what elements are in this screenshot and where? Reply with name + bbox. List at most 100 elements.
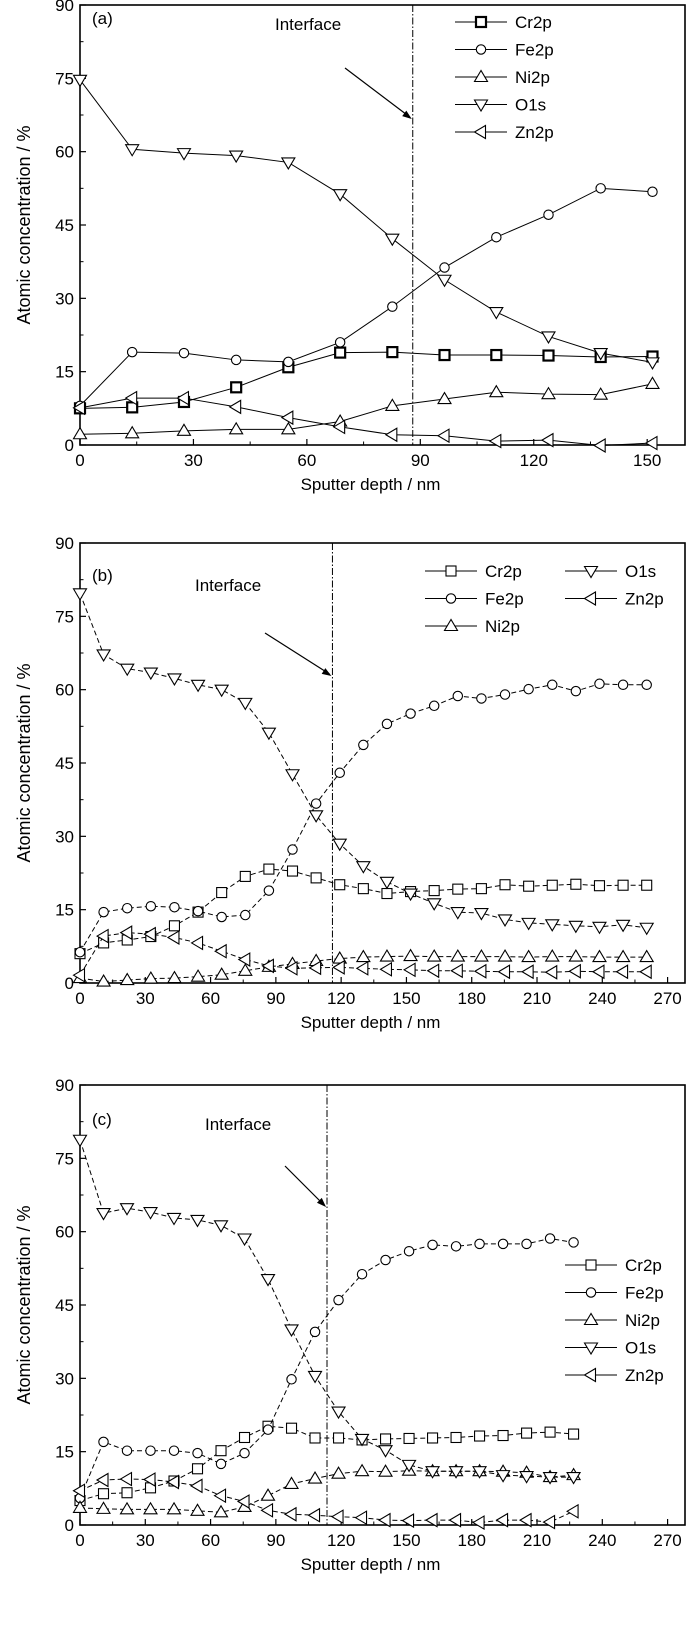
data-point-ni2p bbox=[237, 963, 253, 976]
data-point-o1s bbox=[332, 189, 348, 202]
data-point-cr2p bbox=[568, 1428, 580, 1440]
data-point-o1s bbox=[401, 1459, 417, 1473]
x-tick-label: 150 bbox=[633, 451, 661, 470]
data-point-zn2p bbox=[332, 419, 346, 435]
data-point-ni2p bbox=[331, 1466, 347, 1479]
data-point-ni2p bbox=[592, 949, 607, 963]
data-point-cr2p bbox=[499, 879, 511, 891]
data-point-zn2p bbox=[355, 960, 369, 976]
legend-item-ni2p: Ni2p bbox=[565, 1311, 660, 1330]
x-tick-label: 0 bbox=[75, 451, 84, 470]
data-point-zn2p bbox=[166, 930, 180, 945]
plot-frame bbox=[79, 542, 686, 984]
data-point-fe2p bbox=[499, 689, 511, 700]
x-tick-label: 30 bbox=[136, 989, 155, 1008]
series-ni2p bbox=[72, 376, 660, 440]
data-point-fe2p bbox=[169, 901, 180, 913]
data-point-o1s bbox=[450, 907, 466, 920]
data-point-cr2p bbox=[191, 1463, 204, 1475]
data-point-fe2p bbox=[452, 690, 464, 702]
legend-marker-icon bbox=[473, 124, 487, 140]
legend-item-cr2p: Cr2p bbox=[455, 13, 552, 32]
data-point-fe2p bbox=[497, 1238, 509, 1250]
data-point-o1s bbox=[96, 649, 112, 663]
data-point-zn2p bbox=[72, 1483, 86, 1499]
data-point-o1s bbox=[378, 1445, 394, 1458]
data-point-zn2p bbox=[521, 964, 534, 980]
legend-label: O1s bbox=[625, 1339, 656, 1358]
data-point-o1s bbox=[72, 588, 88, 601]
data-point-o1s bbox=[72, 74, 88, 88]
data-point-o1s bbox=[495, 1470, 511, 1483]
y-tick-label: 45 bbox=[55, 1296, 74, 1315]
chart-panel-a: 0 15 30 45 60 75 90 0 30 60 90 120 150 Sputter depth … bbox=[14, 0, 686, 494]
data-point-o1s bbox=[213, 1220, 229, 1233]
panel-label: (a) bbox=[92, 9, 113, 28]
data-point-zn2p bbox=[189, 1478, 203, 1494]
data-point-fe2p bbox=[121, 1445, 133, 1456]
data-point-ni2p bbox=[355, 949, 371, 963]
data-point-cr2p bbox=[450, 1431, 462, 1444]
data-point-o1s bbox=[166, 673, 182, 687]
data-point-ni2p bbox=[615, 949, 631, 963]
data-point-ni2p bbox=[593, 387, 609, 400]
series-zn2p bbox=[72, 390, 658, 453]
data-point-zn2p bbox=[119, 1471, 133, 1487]
data-point-cr2p bbox=[428, 885, 440, 897]
data-point-cr2p bbox=[641, 879, 653, 891]
legend-marker-icon bbox=[583, 591, 597, 606]
y-axis-title: Atomic concentration / % bbox=[14, 125, 34, 324]
x-tick-label: 180 bbox=[458, 989, 486, 1008]
legend-item-cr2p: Cr2p bbox=[425, 562, 522, 581]
series-line bbox=[79, 397, 653, 446]
legend-label: Zn2p bbox=[625, 1366, 664, 1385]
data-point-cr2p bbox=[332, 1432, 345, 1444]
x-axis-title: Sputter depth / nm bbox=[301, 1013, 441, 1032]
data-point-zn2p bbox=[471, 1515, 485, 1531]
data-point-o1s bbox=[190, 1214, 205, 1228]
data-point-zn2p bbox=[260, 1502, 274, 1518]
data-point-o1s bbox=[544, 919, 560, 932]
data-point-fe2p bbox=[641, 679, 652, 691]
data-point-o1s bbox=[143, 1207, 158, 1220]
x-tick-label: 60 bbox=[297, 451, 316, 470]
x-tick-label: 90 bbox=[411, 451, 430, 470]
data-point-zn2p bbox=[283, 1506, 297, 1522]
legend-marker-icon bbox=[585, 1259, 597, 1271]
data-point-zn2p bbox=[143, 926, 156, 942]
panel-label: (b) bbox=[92, 566, 113, 585]
data-point-zn2p bbox=[644, 435, 658, 451]
x-tick-label: 60 bbox=[201, 989, 220, 1008]
series-line bbox=[79, 1139, 574, 1478]
data-point-ni2p bbox=[521, 949, 537, 963]
data-point-o1s bbox=[497, 914, 513, 928]
x-tick-label: 90 bbox=[266, 989, 285, 1008]
data-point-cr2p bbox=[474, 1430, 486, 1442]
data-point-ni2p bbox=[190, 1503, 205, 1516]
legend-item-zn2p: Zn2p bbox=[565, 590, 664, 609]
data-point-zn2p bbox=[568, 963, 581, 979]
data-point-ni2p bbox=[645, 376, 660, 389]
x-tick-label: 30 bbox=[184, 451, 203, 470]
y-axis-title: Atomic concentration / % bbox=[14, 1205, 34, 1404]
data-point-ni2p bbox=[437, 391, 452, 405]
data-point-fe2p bbox=[491, 231, 502, 243]
data-point-fe2p bbox=[544, 1233, 556, 1244]
series-cr2p bbox=[73, 346, 659, 415]
x-tick-label: 0 bbox=[75, 1531, 84, 1550]
x-tick-label: 120 bbox=[327, 989, 355, 1008]
data-point-ni2p bbox=[166, 970, 182, 984]
legend-label: Fe2p bbox=[625, 1284, 664, 1303]
data-point-zn2p bbox=[237, 952, 251, 967]
y-tick-label: 0 bbox=[65, 974, 74, 993]
data-point-o1s bbox=[228, 150, 244, 164]
y-axis-title: Atomic concentration / % bbox=[14, 663, 34, 862]
y-tick-label: 30 bbox=[55, 827, 74, 846]
data-point-fe2p bbox=[334, 767, 345, 779]
series-line bbox=[79, 351, 653, 409]
data-point-o1s bbox=[437, 274, 452, 288]
data-point-o1s bbox=[541, 331, 556, 345]
legend-marker-icon bbox=[474, 15, 488, 29]
data-point-o1s bbox=[639, 922, 655, 936]
